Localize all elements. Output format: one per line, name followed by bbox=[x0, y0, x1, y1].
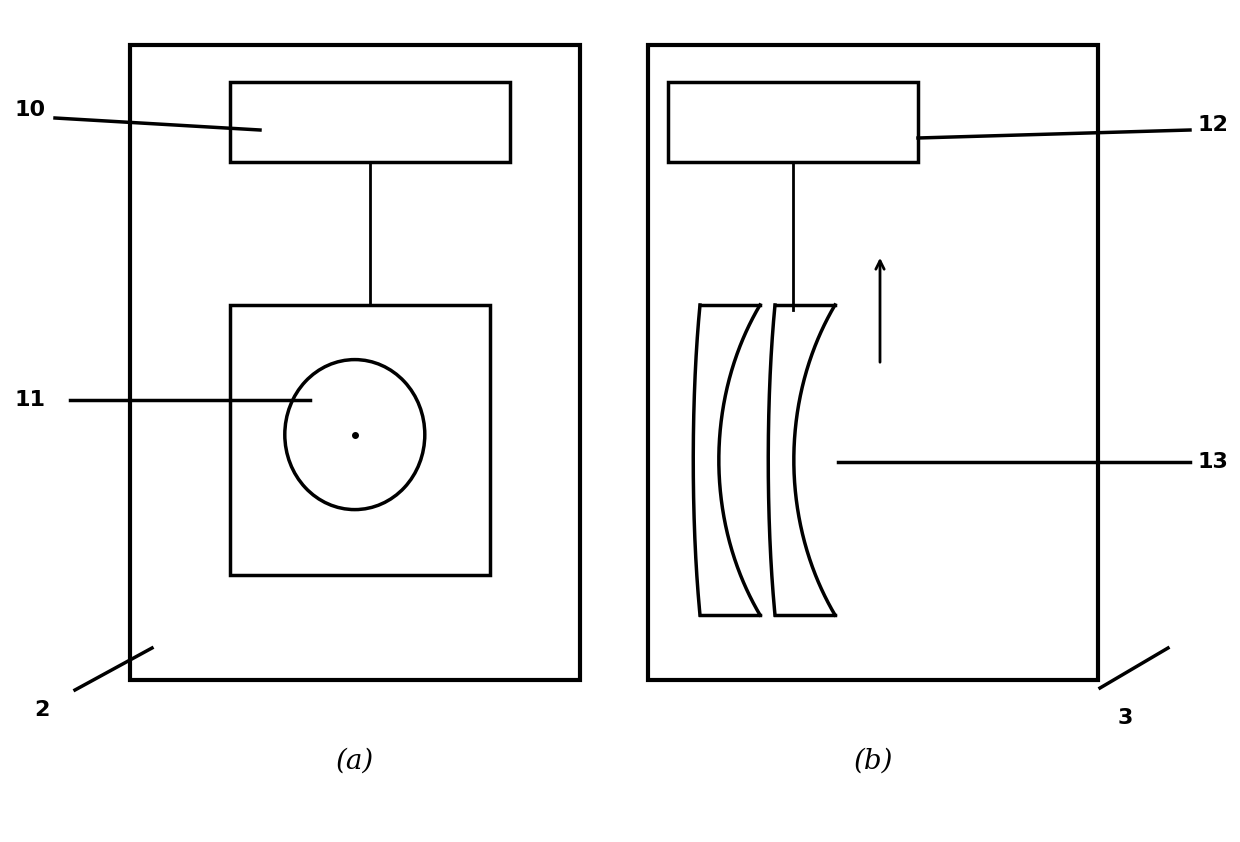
Bar bbox=[668, 82, 918, 162]
Text: 10: 10 bbox=[15, 100, 46, 120]
Text: 3: 3 bbox=[1117, 708, 1132, 728]
Text: 13: 13 bbox=[1198, 452, 1229, 472]
Text: (b): (b) bbox=[853, 748, 893, 775]
Bar bbox=[229, 305, 490, 575]
Text: (a): (a) bbox=[336, 748, 374, 775]
Text: 11: 11 bbox=[15, 390, 46, 410]
Text: 12: 12 bbox=[1198, 115, 1229, 135]
Text: 2: 2 bbox=[35, 700, 50, 720]
Ellipse shape bbox=[285, 360, 425, 509]
Bar bbox=[130, 45, 580, 680]
Bar bbox=[649, 45, 1097, 680]
Bar bbox=[229, 82, 510, 162]
